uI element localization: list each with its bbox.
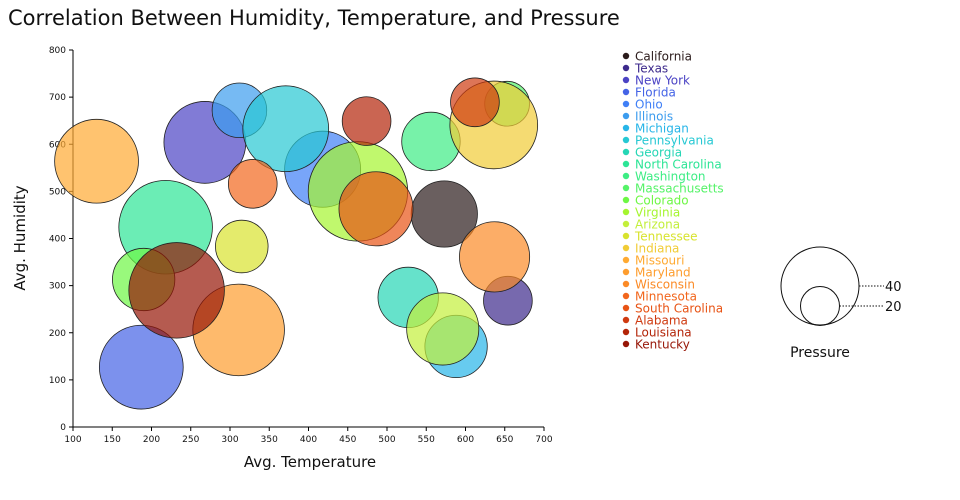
bubble-louisiana[interactable] xyxy=(341,96,392,146)
x-tick-label: 100 xyxy=(64,435,81,445)
legend-label-tennessee[interactable]: Tennessee xyxy=(634,230,698,244)
legend-marker xyxy=(622,184,630,192)
bubbles-layer xyxy=(54,77,539,410)
legend-marker xyxy=(622,220,630,228)
legend-label-pennsylvania[interactable]: Pennsylvania xyxy=(635,134,714,148)
legend-marker xyxy=(622,112,630,120)
legend-marker xyxy=(622,232,630,240)
legend-label-california[interactable]: California xyxy=(635,50,692,64)
x-tick-label: 550 xyxy=(418,435,435,445)
y-tick-label: 800 xyxy=(49,46,66,56)
legend-marker xyxy=(622,280,630,288)
legend-label-ohio[interactable]: Ohio xyxy=(635,98,663,112)
size-legend-label-large: 40 xyxy=(885,280,902,295)
legend-label-florida[interactable]: Florida xyxy=(635,86,676,100)
x-tick-label: 450 xyxy=(339,435,356,445)
y-tick-label: 100 xyxy=(49,376,66,386)
y-tick-label: 700 xyxy=(49,93,66,103)
legend-marker xyxy=(622,52,630,60)
legend-marker xyxy=(622,268,630,276)
legend-label-wisconsin[interactable]: Wisconsin xyxy=(635,278,695,292)
legend-label-maryland[interactable]: Maryland xyxy=(635,266,691,280)
legend-label-arizona[interactable]: Arizona xyxy=(635,218,680,232)
size-legend-label-small: 20 xyxy=(885,300,902,315)
legend-label-illinois[interactable]: Illinois xyxy=(635,110,673,124)
legend-marker xyxy=(622,316,630,324)
legend-marker xyxy=(622,148,630,156)
legend-marker xyxy=(622,124,630,132)
legend-marker xyxy=(622,88,630,96)
x-tick-label: 300 xyxy=(221,435,238,445)
y-tick-label: 200 xyxy=(49,329,66,339)
y-tick-label: 0 xyxy=(60,423,66,433)
legend-label-new-york[interactable]: New York xyxy=(635,74,690,88)
bubble-tennessee[interactable] xyxy=(215,219,269,274)
y-tick-label: 300 xyxy=(49,282,66,292)
x-tick-label: 700 xyxy=(535,435,552,445)
x-axis-ticks: 100 150 200 250 300 350 400 450 500 550 600 650 700 xyxy=(64,427,553,445)
legend-label-georgia[interactable]: Georgia xyxy=(635,146,682,160)
bubble-arizona[interactable] xyxy=(406,292,480,366)
bubble-minnesota[interactable] xyxy=(227,159,278,209)
chart-title: Correlation Between Humidity, Temperatur… xyxy=(8,6,620,30)
legend-label-virginia[interactable]: Virginia xyxy=(635,206,680,220)
x-tick-label: 200 xyxy=(143,435,160,445)
y-tick-label: 400 xyxy=(49,235,66,245)
legend-marker xyxy=(622,304,630,312)
legend-marker xyxy=(622,244,630,252)
x-tick-label: 250 xyxy=(182,435,199,445)
legend-marker xyxy=(622,196,630,204)
legend-marker xyxy=(622,328,630,336)
size-legend-title: Pressure xyxy=(790,345,850,361)
legend-marker xyxy=(622,160,630,168)
legend-marker xyxy=(622,172,630,180)
legend-label-south-carolina[interactable]: South Carolina xyxy=(635,302,723,316)
legend-label-kentucky[interactable]: Kentucky xyxy=(635,338,690,352)
legend-label-washington[interactable]: Washington xyxy=(635,170,706,184)
bubble-alabama[interactable] xyxy=(450,77,500,128)
legend-marker xyxy=(622,208,630,216)
legend-label-louisiana[interactable]: Louisiana xyxy=(635,326,692,340)
legend-marker xyxy=(622,76,630,84)
bubble-south-carolina[interactable] xyxy=(338,171,414,247)
legend-label-north-carolina[interactable]: North Carolina xyxy=(635,158,722,172)
y-tick-label: 500 xyxy=(49,187,66,197)
x-axis-label: Avg. Temperature xyxy=(244,453,376,471)
legend-marker xyxy=(622,256,630,264)
bubble-pennsylvania[interactable] xyxy=(242,85,330,172)
x-tick-label: 400 xyxy=(300,435,317,445)
legend-label-minnesota[interactable]: Minnesota xyxy=(635,290,697,304)
x-tick-label: 500 xyxy=(378,435,395,445)
plot-area: 0 100 200 300 400 500 600 700 800 100 150 200 250 30… xyxy=(49,46,553,445)
legend-label-michigan[interactable]: Michigan xyxy=(635,122,689,136)
x-tick-label: 350 xyxy=(261,435,278,445)
bubble-missouri[interactable] xyxy=(54,118,139,204)
legend-marker xyxy=(622,64,630,72)
size-legend-circle-small xyxy=(800,286,840,326)
legend-label-texas[interactable]: Texas xyxy=(634,62,668,76)
legend-label-massachusetts[interactable]: Massachusetts xyxy=(635,182,724,196)
bubble-wisconsin[interactable] xyxy=(459,221,531,293)
legend-marker xyxy=(622,292,630,300)
x-tick-label: 600 xyxy=(457,435,474,445)
legend-label-colorado[interactable]: Colorado xyxy=(635,194,689,208)
legend-label-alabama[interactable]: Alabama xyxy=(635,314,688,328)
y-axis-ticks: 0100200300400500600700800 xyxy=(49,46,73,433)
legend-marker xyxy=(622,100,630,108)
size-legend: 40 20 Pressure xyxy=(780,246,902,361)
x-tick-label: 650 xyxy=(496,435,513,445)
x-tick-label: 150 xyxy=(104,435,121,445)
legend-label-indiana[interactable]: Indiana xyxy=(635,242,679,256)
bubble-florida[interactable] xyxy=(98,324,184,410)
bubble-kentucky[interactable] xyxy=(128,242,225,339)
legend-marker xyxy=(622,340,630,348)
y-axis-label: Avg. Humidity xyxy=(11,185,29,290)
legend-label-missouri[interactable]: Missouri xyxy=(635,254,684,268)
legend-marker xyxy=(622,136,630,144)
